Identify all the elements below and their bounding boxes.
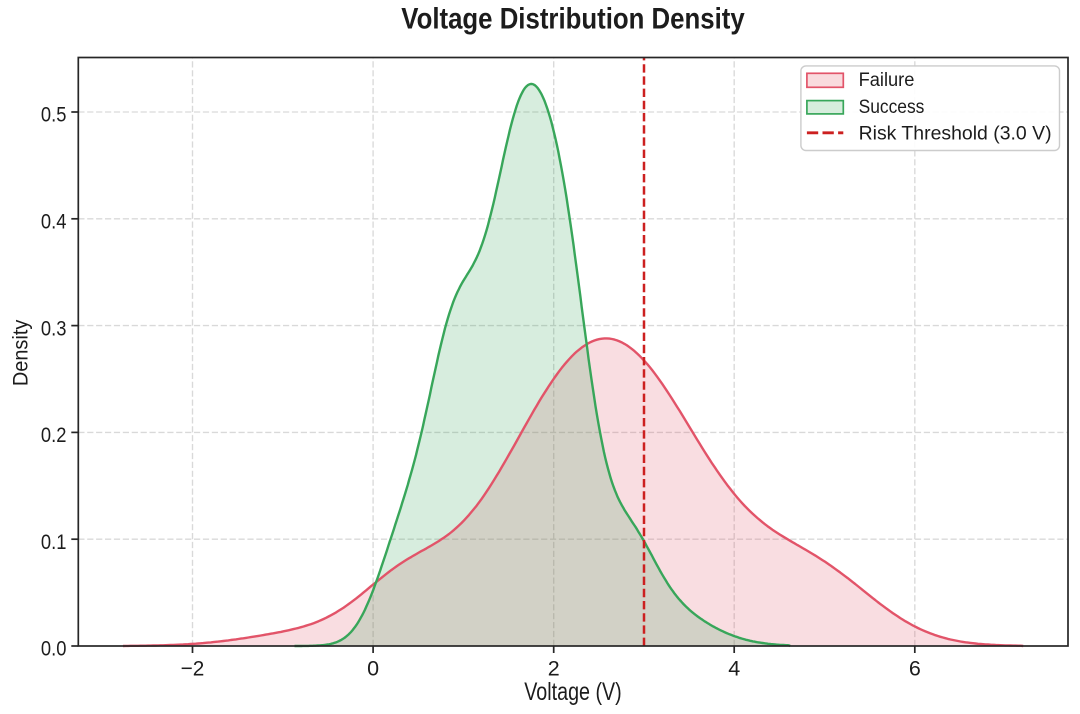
svg-text:0: 0 — [367, 657, 379, 681]
svg-text:6: 6 — [909, 657, 921, 681]
svg-text:Voltage Distribution Density: Voltage Distribution Density — [401, 3, 745, 35]
svg-text:Risk Threshold (3.0 V): Risk Threshold (3.0 V) — [859, 124, 1052, 145]
svg-text:0.5: 0.5 — [41, 103, 67, 127]
svg-text:0.0: 0.0 — [41, 637, 67, 661]
svg-text:2: 2 — [548, 657, 560, 681]
svg-text:0.2: 0.2 — [41, 423, 67, 447]
svg-text:0.4: 0.4 — [41, 210, 67, 234]
svg-text:4: 4 — [728, 657, 740, 681]
svg-text:0.1: 0.1 — [41, 530, 67, 554]
svg-text:0.3: 0.3 — [41, 316, 67, 340]
svg-text:Voltage (V): Voltage (V) — [524, 678, 622, 706]
svg-text:Failure: Failure — [859, 70, 915, 91]
svg-text:−2: −2 — [181, 657, 205, 681]
svg-text:Density: Density — [8, 319, 32, 386]
svg-text:Success: Success — [859, 97, 925, 118]
